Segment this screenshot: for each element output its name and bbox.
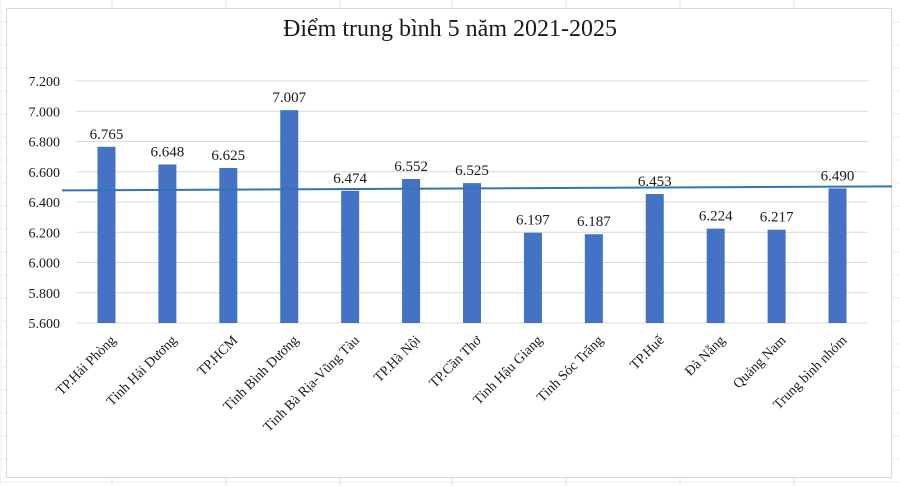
y-tick-label: 5.600 bbox=[29, 317, 61, 332]
value-label: 6.187 bbox=[577, 214, 611, 230]
value-label: 7.007 bbox=[272, 90, 306, 106]
value-label: 6.552 bbox=[394, 159, 428, 175]
value-label: 6.525 bbox=[455, 163, 489, 179]
y-tick-label: 7.000 bbox=[29, 105, 61, 120]
bar bbox=[402, 179, 421, 323]
x-tick-label: TP.Hải Phòng bbox=[54, 333, 120, 399]
y-tick-label: 7.200 bbox=[29, 75, 61, 90]
value-label: 6.765 bbox=[90, 127, 124, 143]
value-label: 6.625 bbox=[211, 148, 245, 164]
bar bbox=[828, 188, 847, 323]
bar bbox=[341, 190, 360, 323]
value-label: 6.648 bbox=[151, 144, 185, 160]
chart-title: Điểm trung bình 5 năm 2021-2025 bbox=[283, 16, 617, 42]
y-tick-label: 6.600 bbox=[29, 166, 61, 181]
x-tick-label: Đà Nẵng bbox=[682, 333, 728, 379]
bar bbox=[97, 146, 116, 323]
x-tick-label: TP.Huế bbox=[628, 333, 669, 374]
y-tick-label: 6.400 bbox=[29, 196, 61, 211]
chart-area[interactable] bbox=[6, 8, 892, 478]
value-label: 6.453 bbox=[638, 174, 672, 190]
average-reference-line bbox=[61, 185, 893, 192]
bar bbox=[645, 193, 664, 323]
value-label: 6.197 bbox=[516, 213, 550, 229]
x-tick-label: TP.HCM bbox=[195, 333, 241, 379]
bar bbox=[158, 164, 177, 323]
x-tick-label: TP.Hà Nội bbox=[371, 333, 423, 385]
x-tick-label: Quảng Nam bbox=[731, 333, 790, 392]
bar bbox=[463, 183, 481, 323]
bar bbox=[280, 110, 299, 323]
bar bbox=[584, 234, 603, 323]
bar bbox=[706, 228, 725, 323]
y-tick-label: 5.800 bbox=[29, 287, 61, 302]
value-label: 6.490 bbox=[821, 168, 855, 184]
y-tick-label: 6.000 bbox=[29, 257, 61, 272]
y-tick-label: 6.200 bbox=[29, 226, 61, 241]
value-label: 6.217 bbox=[760, 210, 794, 226]
bar bbox=[523, 232, 542, 323]
y-tick-label: 6.800 bbox=[29, 136, 61, 151]
bar bbox=[767, 229, 786, 323]
bar bbox=[219, 167, 238, 323]
value-label: 6.474 bbox=[333, 171, 367, 187]
x-tick-label: TP.Cần Thơ bbox=[427, 333, 485, 391]
value-label: 6.224 bbox=[699, 209, 733, 225]
